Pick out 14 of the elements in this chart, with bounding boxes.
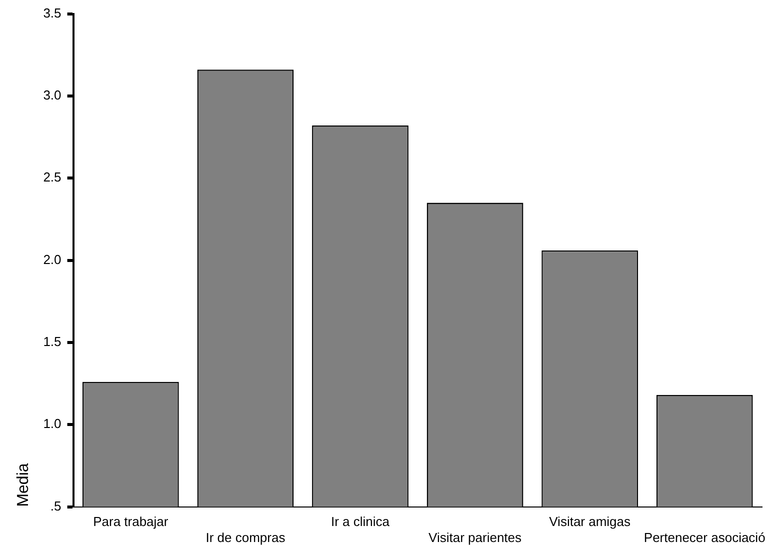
- x-tick-label: Ir de compras: [206, 530, 286, 545]
- x-tick-label: Visitar amigas: [549, 514, 632, 530]
- y-tick-label: 1.0: [43, 416, 62, 432]
- y-axis-title: Media: [15, 463, 32, 507]
- y-tick-label: 2.5: [43, 170, 62, 185]
- x-tick-label: Para trabajar: [93, 514, 169, 530]
- x-tick-label: Visitar parientes: [428, 530, 522, 545]
- y-tick-label: 3.0: [43, 88, 62, 103]
- x-tick-label: Pertenecer asociació: [644, 530, 766, 545]
- x-tick-label: Ir a clinica: [330, 514, 390, 530]
- y-tick-label: 2.0: [43, 252, 62, 267]
- y-tick-label: 3.5: [43, 5, 62, 20]
- y-tick-label: .5: [50, 498, 62, 514]
- y-tick-label: 1.5: [43, 334, 62, 350]
